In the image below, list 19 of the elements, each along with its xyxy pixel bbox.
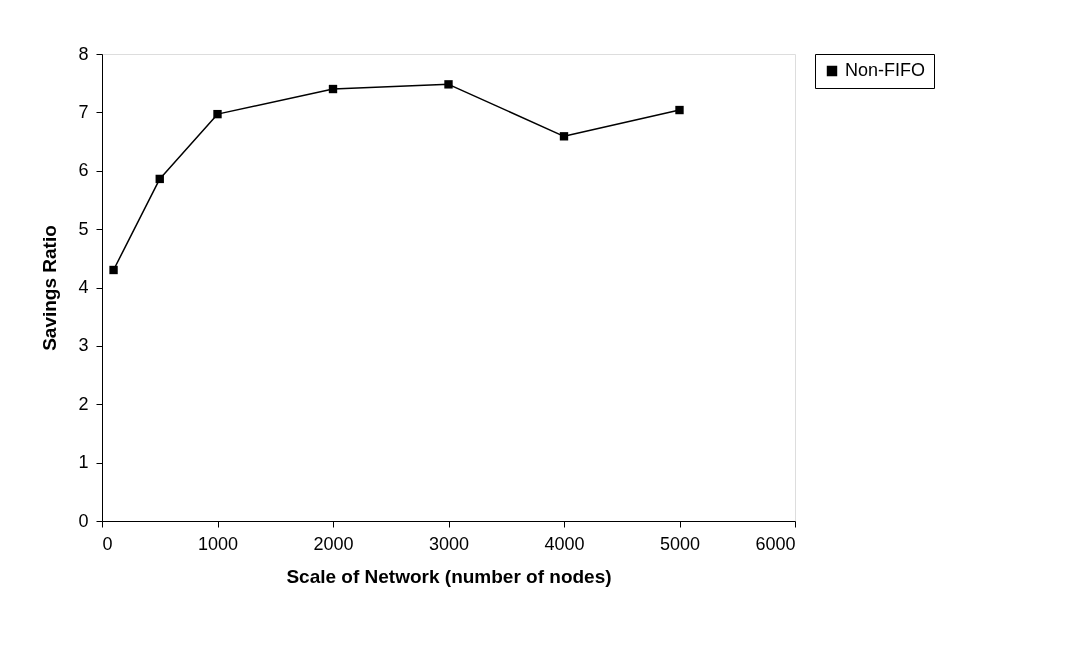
x-tick-label: 4000 [544, 533, 585, 554]
y-tick-label: 4 [78, 277, 89, 297]
legend-label: Non-FIFO [845, 60, 926, 80]
x-tick-label: 2000 [313, 533, 354, 554]
y-tick-label: 6 [78, 160, 89, 181]
x-tick-label: 6000 [755, 533, 796, 554]
x-tick-label: 1000 [197, 533, 239, 554]
y-tick-label: 5 [78, 218, 89, 239]
y-tick-label: 1 [78, 452, 89, 473]
x-tick-label: 5000 [659, 533, 701, 554]
y-tick-label: 8 [78, 43, 89, 64]
y-axis-title: Savings Ratio [39, 225, 61, 351]
y-tick-label: 3 [78, 335, 89, 356]
y-tick-label: 0 [78, 510, 89, 531]
x-tick-label: 3000 [428, 533, 470, 554]
x-tick-label: 0 [102, 533, 113, 554]
y-tick-label: 7 [78, 101, 89, 122]
y-tick-label: 2 [78, 393, 89, 414]
x-axis-title: Scale of Network (number of nodes) [286, 565, 612, 587]
